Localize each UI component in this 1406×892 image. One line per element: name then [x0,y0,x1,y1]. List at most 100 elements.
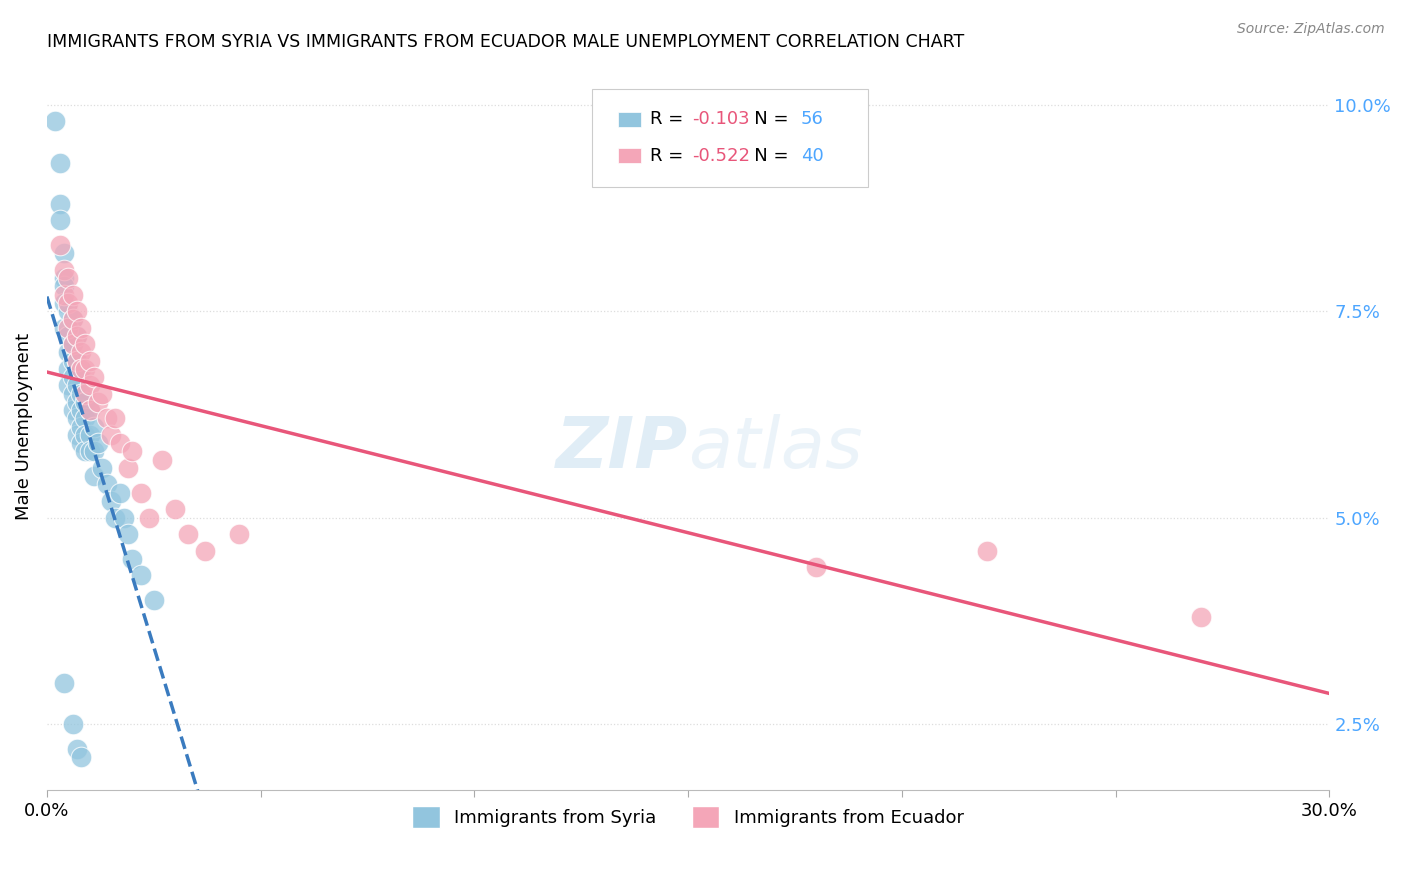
Point [66,395,89,409]
Point [79,378,101,392]
Point [75,386,97,401]
Point [1189,609,1212,624]
Point [62,353,84,368]
Point [53,320,76,334]
Point [62,337,84,351]
Point [66,329,89,343]
Point [70,419,93,434]
Point [58,320,80,334]
Point [70,362,93,376]
Point [58,304,80,318]
Point [75,362,97,376]
Point [70,362,93,376]
Text: R =: R = [650,147,689,165]
Point [66,411,89,425]
Point [53,287,76,301]
FancyBboxPatch shape [617,148,641,163]
Point [58,345,80,359]
Point [53,675,76,690]
FancyBboxPatch shape [617,112,641,127]
Point [62,337,84,351]
Text: R =: R = [650,111,689,128]
Point [138,510,160,524]
Point [129,568,152,582]
Point [70,436,93,450]
Point [70,345,93,359]
Point [66,378,89,392]
Point [58,271,80,285]
Point [100,428,122,442]
Point [75,395,97,409]
Point [228,527,250,541]
Point [83,370,105,384]
Text: 40: 40 [801,147,824,165]
FancyBboxPatch shape [592,89,868,187]
Point [112,510,135,524]
Point [62,312,84,326]
Point [48,213,70,227]
Point [117,461,139,475]
Point [58,329,80,343]
Legend: Immigrants from Syria, Immigrants from Ecuador: Immigrants from Syria, Immigrants from E… [405,799,972,836]
Point [104,510,127,524]
Point [66,353,89,368]
Point [48,197,70,211]
Point [53,246,76,260]
Point [96,411,118,425]
Point [53,271,76,285]
Text: ZIP: ZIP [555,414,688,483]
Point [75,444,97,458]
Point [976,543,998,558]
Text: N =: N = [737,147,794,165]
Point [70,320,93,334]
Point [806,560,828,574]
Point [53,263,76,277]
Point [70,403,93,417]
Text: Source: ZipAtlas.com: Source: ZipAtlas.com [1237,22,1385,37]
Point [66,741,89,756]
Point [79,428,101,442]
Point [79,403,101,417]
Point [44,114,66,128]
Point [83,444,105,458]
Point [62,287,84,301]
Point [75,411,97,425]
Point [58,378,80,392]
Point [48,155,70,169]
Point [62,717,84,731]
Point [83,469,105,483]
Point [177,527,200,541]
Point [79,353,101,368]
Text: IMMIGRANTS FROM SYRIA VS IMMIGRANTS FROM ECUADOR MALE UNEMPLOYMENT CORRELATION C: IMMIGRANTS FROM SYRIA VS IMMIGRANTS FROM… [46,33,965,51]
Point [62,312,84,326]
Point [62,403,84,417]
Point [79,403,101,417]
Point [129,485,152,500]
Point [58,296,80,310]
Text: -0.522: -0.522 [692,147,749,165]
Text: N =: N = [737,111,794,128]
Point [66,304,89,318]
Point [70,750,93,764]
Point [87,436,110,450]
Point [70,386,93,401]
Point [108,485,131,500]
Point [53,279,76,293]
Point [75,428,97,442]
Point [91,386,114,401]
Point [48,238,70,252]
Point [79,444,101,458]
Point [66,428,89,442]
Point [96,477,118,491]
Point [87,395,110,409]
Point [66,353,89,368]
Point [53,296,76,310]
Point [100,494,122,508]
Point [165,502,187,516]
Text: -0.103: -0.103 [692,111,749,128]
Point [121,444,143,458]
Point [91,461,114,475]
Point [62,370,84,384]
Point [117,527,139,541]
Point [150,452,173,467]
